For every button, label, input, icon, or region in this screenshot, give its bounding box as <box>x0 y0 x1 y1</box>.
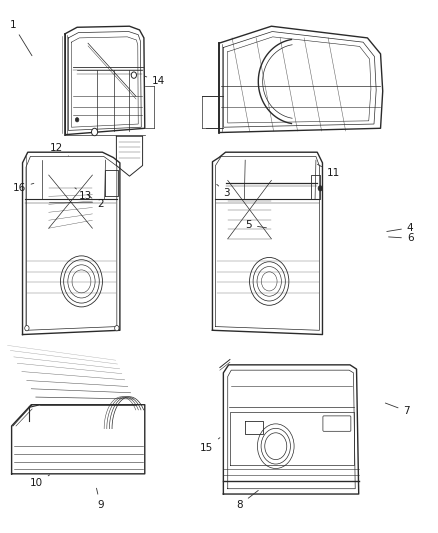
Text: 14: 14 <box>145 76 166 86</box>
Text: 2: 2 <box>88 195 103 209</box>
Text: 1: 1 <box>10 20 32 56</box>
Text: 9: 9 <box>96 488 103 510</box>
Text: 7: 7 <box>385 403 410 416</box>
Circle shape <box>131 72 137 78</box>
Text: 6: 6 <box>389 233 413 244</box>
Text: 3: 3 <box>217 184 230 198</box>
Text: 13: 13 <box>75 188 92 201</box>
Circle shape <box>318 185 322 191</box>
Circle shape <box>92 128 98 136</box>
Text: 8: 8 <box>237 490 258 510</box>
Text: 10: 10 <box>30 475 49 488</box>
Text: 4: 4 <box>387 223 413 233</box>
Circle shape <box>25 326 29 331</box>
Text: 15: 15 <box>200 438 220 453</box>
Text: 5: 5 <box>245 220 266 230</box>
Circle shape <box>75 118 79 122</box>
Text: 16: 16 <box>12 183 34 193</box>
Text: 11: 11 <box>318 164 340 179</box>
Circle shape <box>115 326 119 331</box>
Text: 12: 12 <box>50 143 68 156</box>
